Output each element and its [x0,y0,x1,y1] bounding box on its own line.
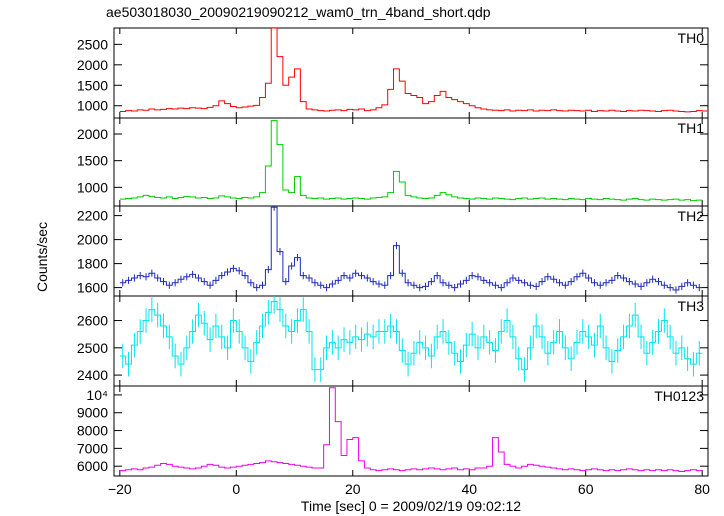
panel-label: TH0 [678,30,705,46]
y-tick-label: 1000 [77,98,108,114]
y-tick-label: 2000 [77,57,108,73]
y-tick-label: 1500 [77,77,108,93]
panel-label: TH2 [678,208,705,224]
y-tick-label: 10⁴ [86,387,108,403]
series-line [119,206,703,291]
panel-th1: 1000 1500 2000 TH1 [77,117,709,207]
panel-frame [113,295,709,387]
series-th0123 [119,387,703,473]
x-tick-label: −20 [108,481,132,497]
panel-frame [113,27,709,119]
y-tick-label: 2500 [77,36,108,52]
y-tick-label: 2600 [77,313,108,329]
panel-th0: 1000 1500 2000 2500 TH0 [77,27,709,119]
y-tick-label: 2000 [77,126,108,142]
x-tick-label: 60 [578,481,594,497]
series-line [119,28,708,113]
panel-th2: 1600 1800 2000 2200 TH2 [77,205,709,297]
panel-label: TH1 [678,120,705,136]
y-tick-label: 8000 [77,423,108,439]
panel-frame [113,117,709,207]
y-tick-label: 2500 [77,340,108,356]
y-tick-label: 2200 [77,208,108,224]
panel-label: TH3 [678,298,705,314]
y-tick-label: 1800 [77,256,108,272]
y-tick-label: 1600 [77,280,108,296]
series-line [119,300,703,371]
y-axis-label: Counts/sec [34,222,50,292]
y-tick-label: 1500 [77,153,108,169]
y-tick-label: 7000 [77,440,108,456]
series-th0 [119,28,708,113]
y-tick-label: 2000 [77,232,108,248]
x-tick-label: 20 [345,481,361,497]
series-th3 [119,296,703,382]
x-tick-label: 80 [694,481,710,497]
y-tick-label: 1000 [77,179,108,195]
panel-label: TH0123 [654,388,704,404]
x-axis-label: Time [sec] 0 = 2009/02/19 09:02:12 [301,498,521,514]
x-tick-label: 40 [461,481,477,497]
panel-frame [113,385,709,477]
y-tick-label: 6000 [77,458,108,474]
chart-title: ae503018030_20090219090212_wam0_trn_4ban… [106,4,491,20]
chart-panels: 1000 1500 2000 2500 TH0 1000 1500 2000 TH1 1600 18… [77,27,710,497]
series-th1 [119,120,703,202]
panel-th3: 2400 2500 2600 TH3 [77,295,709,387]
x-tick-label: 0 [232,481,240,497]
series-line [119,387,703,473]
y-tick-label: 9000 [77,405,108,421]
series-line [119,120,703,202]
y-tick-label: 2400 [77,367,108,383]
series-th2 [119,206,703,294]
